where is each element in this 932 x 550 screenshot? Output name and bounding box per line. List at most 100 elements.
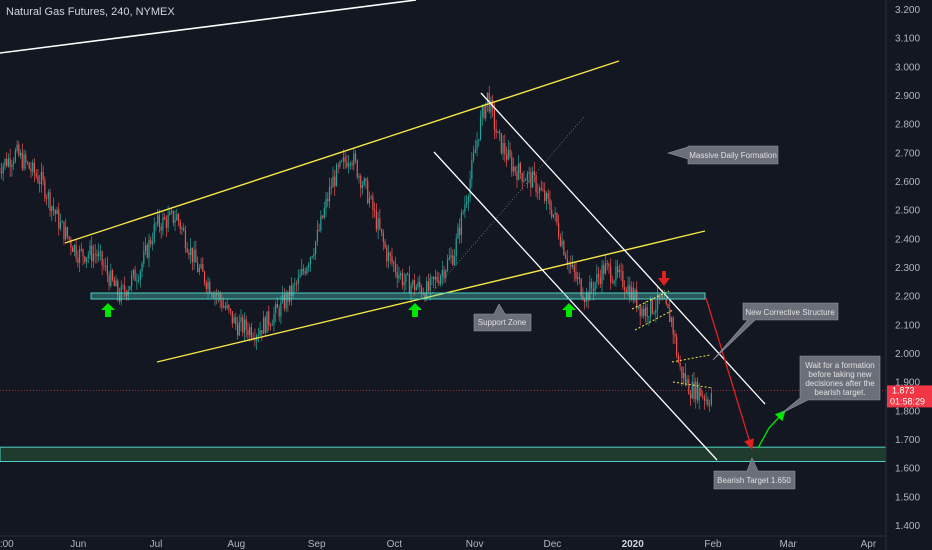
channel-lower-line[interactable]	[156, 230, 706, 363]
support-zone-band[interactable]	[90, 292, 706, 300]
time-tick-label: Nov	[466, 539, 484, 550]
time-tick-label: Dec	[543, 539, 561, 550]
candle-body	[360, 176, 362, 189]
callout-bearish-target[interactable]: Bearish Target 1.650	[713, 457, 796, 490]
candle-body	[665, 298, 667, 305]
callout-support-zone[interactable]: Support Zone	[473, 303, 532, 332]
candle-body	[684, 372, 686, 383]
candle-body	[410, 285, 412, 294]
candle-body	[223, 306, 225, 308]
candle-body	[52, 206, 55, 211]
candle-body	[167, 214, 169, 228]
candle-body	[490, 100, 492, 112]
candle-body	[25, 154, 27, 162]
candle-body	[210, 293, 213, 295]
chart-drawings	[0, 0, 786, 461]
corrective-structure-line[interactable]	[671, 354, 711, 363]
candle-body	[18, 144, 20, 156]
corrective-structure-line[interactable]	[631, 290, 670, 310]
candle-body	[143, 251, 145, 264]
time-axis[interactable]: 5:00 Jun Jul Aug Sep Oct Nov Dec 2020 Feb Mar Apr	[0, 539, 877, 550]
candle-body	[21, 152, 23, 169]
candle-body	[212, 294, 214, 298]
candle-body	[14, 150, 16, 162]
buy-signal-arrow-icon[interactable]	[101, 303, 115, 317]
price-tick-label: 3.100	[895, 34, 920, 45]
price-tick-label: 2.900	[895, 91, 920, 102]
candle-body	[233, 317, 235, 324]
callout-massive-daily[interactable]: Massive Daily Formation	[666, 145, 779, 165]
time-tick-label: 2020	[622, 539, 645, 550]
candle-body	[59, 222, 62, 229]
candle-body	[113, 279, 115, 287]
corrective-structure-line[interactable]	[634, 309, 674, 331]
channel-upper-line[interactable]	[64, 60, 620, 244]
candle-body	[531, 171, 534, 188]
candle-body	[443, 270, 445, 278]
candle-body	[504, 142, 506, 155]
candle-body	[507, 149, 509, 160]
candle-body	[198, 267, 200, 272]
candle-body	[299, 275, 301, 278]
candle-body	[637, 305, 640, 308]
callout-new-corrective[interactable]: New Corrective Structure	[712, 302, 839, 361]
candle-body	[413, 280, 416, 291]
candle-body	[162, 217, 164, 231]
candle-body	[441, 270, 443, 276]
candle-body	[292, 284, 294, 296]
candle-body	[70, 239, 72, 248]
candle-body	[42, 171, 44, 180]
candle-body	[528, 172, 530, 174]
candle-body	[396, 271, 398, 279]
candle-body	[309, 257, 312, 265]
candle-body	[294, 283, 296, 285]
price-tick-label: 3.200	[895, 5, 920, 16]
candle-body	[570, 263, 572, 267]
candle-body	[433, 277, 435, 280]
descending-channel-upper[interactable]	[480, 92, 766, 405]
candle-body	[374, 210, 376, 212]
long-term-trendline[interactable]	[0, 0, 417, 54]
candle-body	[226, 305, 228, 309]
candle-body	[452, 255, 454, 265]
price-axis[interactable]: 3.200 3.100 3.000 2.900 2.800 2.700 2.600 2.500…	[895, 5, 920, 532]
callout-wait-note[interactable]: Wait for a formation before taking new d…	[781, 355, 881, 414]
candle-body	[669, 308, 671, 323]
candle-body	[549, 198, 551, 210]
descending-channel-lower[interactable]	[433, 151, 718, 461]
candle-body	[391, 255, 393, 263]
measure-line[interactable]	[429, 116, 585, 296]
sell-signal-arrow-icon[interactable]	[658, 271, 670, 286]
candle-body	[82, 249, 84, 257]
candle-body	[108, 274, 110, 286]
candle-body	[195, 249, 197, 263]
candle-body	[37, 176, 39, 183]
candle-body	[538, 187, 541, 193]
candle-body	[177, 214, 180, 222]
candle-body	[479, 116, 482, 140]
bearish-projection-arrow[interactable]	[705, 297, 755, 450]
candle-body	[238, 322, 240, 336]
candle-body	[115, 280, 117, 287]
bullish-rebound-arrow[interactable]	[757, 410, 786, 449]
candle-body	[596, 274, 598, 283]
time-tick-label: Apr	[861, 539, 877, 550]
corrective-structure-line[interactable]	[672, 381, 713, 389]
candle-body	[94, 253, 96, 255]
buy-signal-arrow-icon[interactable]	[562, 303, 576, 317]
candle-body	[601, 265, 603, 284]
candle-body	[372, 196, 374, 211]
candle-body	[26, 161, 29, 163]
candle-body	[332, 176, 334, 188]
candle-body	[77, 258, 79, 263]
candle-body	[28, 162, 30, 169]
candle-body	[23, 154, 25, 169]
buy-signal-arrow-icon[interactable]	[408, 303, 422, 317]
candle-body	[259, 330, 261, 336]
candle-body	[13, 161, 15, 165]
candle-body	[186, 248, 188, 253]
candle-body	[492, 100, 494, 109]
candle-body	[136, 280, 138, 282]
